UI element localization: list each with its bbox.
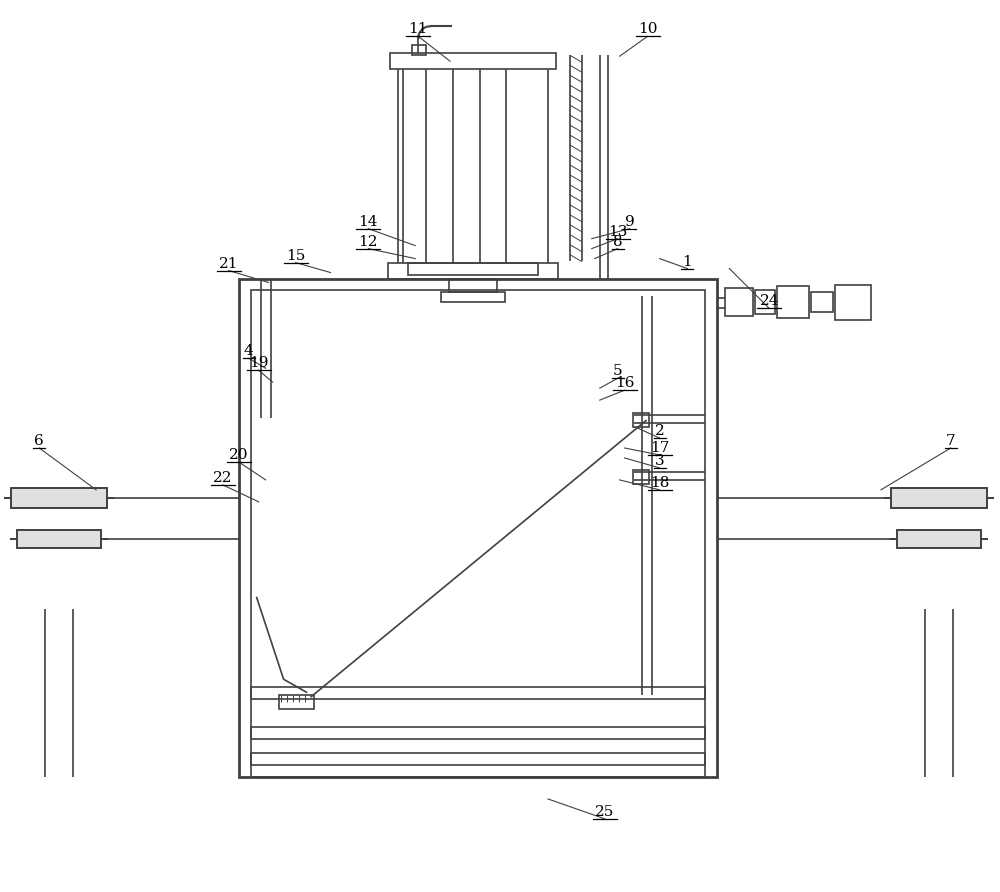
Text: 15: 15 — [286, 249, 305, 262]
Bar — [279, 695, 314, 709]
Text: 14: 14 — [359, 215, 378, 228]
Bar — [441, 293, 505, 302]
Text: 12: 12 — [359, 235, 378, 249]
Bar — [891, 488, 987, 508]
Text: 6: 6 — [34, 434, 44, 448]
Text: 20: 20 — [229, 448, 248, 462]
Text: 1: 1 — [683, 254, 692, 268]
Text: 7: 7 — [946, 434, 956, 448]
Text: 19: 19 — [249, 356, 268, 370]
Bar — [897, 530, 981, 548]
Text: 3: 3 — [655, 454, 664, 468]
Text: 22: 22 — [213, 471, 233, 485]
Bar — [408, 262, 538, 275]
Text: 21: 21 — [219, 257, 239, 270]
Text: 25: 25 — [595, 805, 614, 819]
Text: 8: 8 — [613, 235, 622, 249]
Bar — [251, 753, 705, 777]
Bar — [633, 470, 649, 483]
Bar — [633, 413, 649, 427]
Bar — [777, 286, 809, 318]
Bar — [897, 530, 981, 548]
Bar — [725, 288, 753, 317]
Text: 9: 9 — [625, 215, 635, 228]
Text: 18: 18 — [650, 475, 669, 490]
Bar — [390, 54, 556, 70]
Bar — [17, 530, 101, 548]
Text: 11: 11 — [408, 22, 428, 37]
Text: 13: 13 — [608, 225, 627, 239]
Bar — [11, 488, 107, 508]
Bar — [449, 278, 497, 293]
Bar — [811, 293, 833, 312]
Bar — [17, 530, 101, 548]
Text: 2: 2 — [655, 424, 664, 438]
Bar — [11, 488, 107, 508]
Bar — [239, 278, 717, 777]
Bar — [388, 262, 558, 278]
Text: 16: 16 — [615, 376, 634, 390]
Bar — [891, 488, 987, 508]
Text: 5: 5 — [613, 364, 622, 378]
Text: 24: 24 — [760, 294, 779, 309]
Bar — [412, 45, 426, 55]
Bar — [835, 285, 871, 320]
Text: 4: 4 — [244, 344, 254, 359]
Bar — [755, 291, 775, 314]
Text: 10: 10 — [638, 22, 657, 37]
Bar — [251, 727, 705, 739]
Bar — [251, 687, 705, 699]
Text: 17: 17 — [650, 441, 669, 455]
Bar — [251, 291, 705, 765]
